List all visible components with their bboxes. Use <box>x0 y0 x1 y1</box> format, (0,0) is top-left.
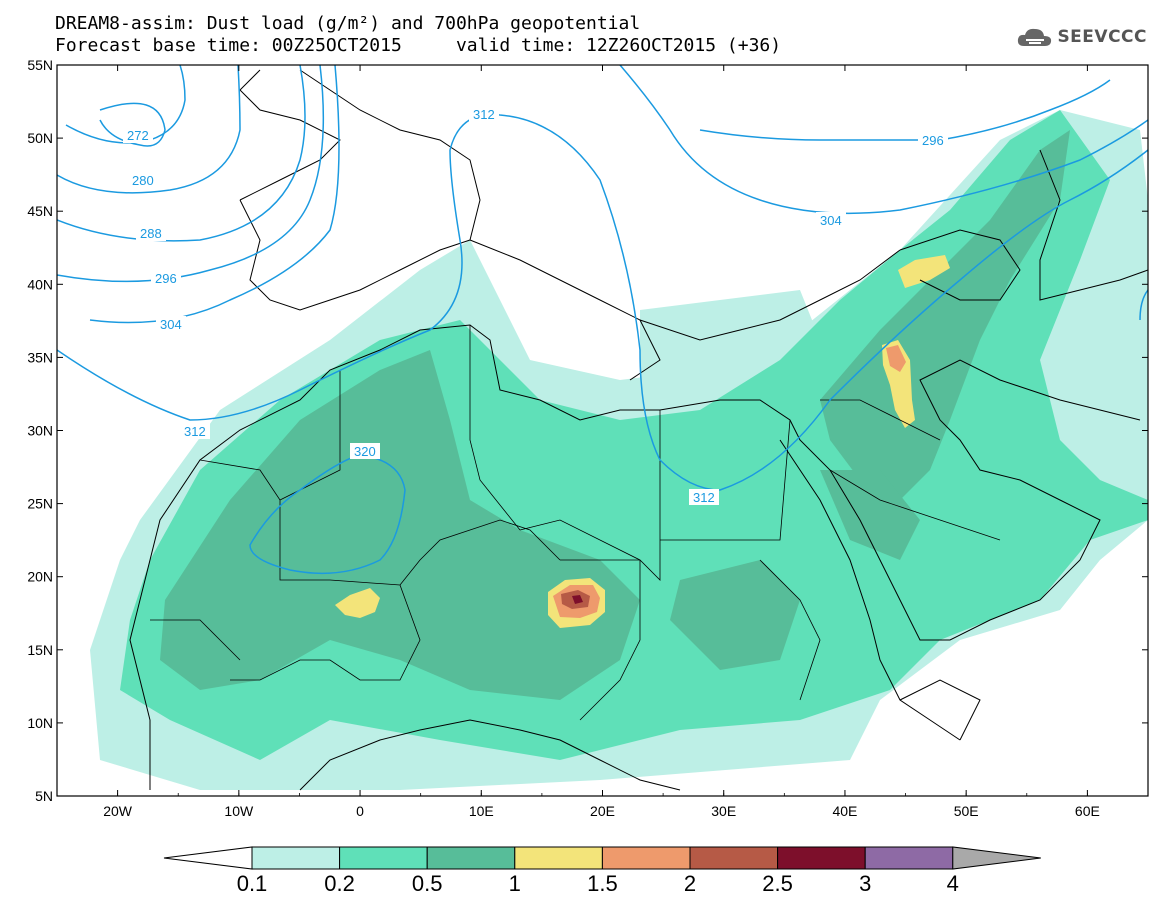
country-borders <box>150 325 1001 721</box>
lon-tick-label: 50E <box>954 803 979 819</box>
colorbar-label: 1 <box>509 871 521 896</box>
contour-label: 280 <box>132 173 154 188</box>
seevccc-logo: SEEVCCC <box>1017 26 1147 48</box>
lon-tick-label: 40E <box>832 803 857 819</box>
lat-tick-label: 5N <box>35 788 53 804</box>
colorbar-segment <box>426 846 516 870</box>
longitude-axis: 20W 10W 0 10E 20E 30E 40E 50E 60E <box>56 65 1149 819</box>
contour-label: 288 <box>140 226 162 241</box>
contour-label: 272 <box>127 128 149 143</box>
dust-level-0.1 <box>90 110 1148 790</box>
contour-label: 304 <box>160 317 182 332</box>
contour-labels: 272 280 288 296 304 312 320 312 312 304 … <box>123 106 948 505</box>
lat-tick-label: 25N <box>27 496 53 512</box>
colorbar-upper-arrow <box>952 846 1041 870</box>
contour-label: 312 <box>473 107 495 122</box>
contour-label: 304 <box>820 213 842 228</box>
colorbar-segment <box>689 846 779 870</box>
lat-tick-label: 45N <box>27 203 53 219</box>
dust-load-field: 272 280 288 296 304 312 320 312 312 304 … <box>57 65 1148 791</box>
lon-tick-label: 0 <box>356 803 364 819</box>
dust-level-2.5 <box>572 595 583 604</box>
contour-label: 296 <box>155 271 177 286</box>
colorbar-segment <box>601 846 691 870</box>
colorbar-segment <box>251 846 341 870</box>
colorbar-segment <box>339 846 428 870</box>
colorbar-lower-arrow <box>163 846 253 870</box>
dust-level-2 <box>561 590 590 609</box>
colorbar-segment <box>514 846 603 870</box>
logo-text: SEEVCCC <box>1057 27 1147 47</box>
coastlines <box>129 69 1148 791</box>
colorbar-segment <box>864 846 954 870</box>
colorbar-label: 2 <box>684 871 696 896</box>
lat-tick-label: 55N <box>27 57 53 73</box>
lon-tick-label: 10W <box>224 803 254 819</box>
lat-tick-label: 50N <box>27 130 53 146</box>
contour-label: 312 <box>693 490 715 505</box>
map-title: DREAM8-assim: Dust load (g/m²) and 700hP… <box>55 13 641 34</box>
lat-tick-label: 35N <box>27 349 53 365</box>
dust-level-1 <box>335 255 950 628</box>
contour-label: 296 <box>922 133 944 148</box>
cloud-icon <box>1018 28 1052 46</box>
dust-level-0.2 <box>120 110 1148 760</box>
colorbar-label: 2.5 <box>762 871 793 896</box>
lon-tick-label: 20E <box>590 803 615 819</box>
lat-tick-label: 40N <box>27 276 53 292</box>
dust-level-1.5 <box>553 345 906 618</box>
lat-tick-label: 10N <box>27 715 53 731</box>
colorbar-label: 1.5 <box>587 871 618 896</box>
geopotential-contours <box>57 65 1148 575</box>
colorbar: 0.1 0.2 0.5 1 1.5 2 2.5 3 4 <box>163 846 1041 896</box>
latitude-axis: 55N 50N 45N 40N 35N 30N 25N 20N 15N 10N 5N <box>27 57 1148 804</box>
dust-level-0.5 <box>160 130 1070 700</box>
map-frame <box>56 64 1149 797</box>
lon-tick-label: 30E <box>711 803 736 819</box>
lon-tick-label: 60E <box>1075 803 1100 819</box>
contour-label: 312 <box>184 424 206 439</box>
forecast-time-line: Forecast base time: 00Z25OCT2015 valid t… <box>55 35 782 56</box>
lon-tick-label: 20W <box>103 803 133 819</box>
lat-tick-label: 15N <box>27 642 53 658</box>
lat-tick-label: 30N <box>27 423 53 439</box>
contour-label: 320 <box>354 444 376 459</box>
colorbar-label: 4 <box>947 871 959 896</box>
colorbar-label: 3 <box>859 871 871 896</box>
colorbar-label: 0.5 <box>412 871 443 896</box>
lat-tick-label: 20N <box>27 569 53 585</box>
lon-tick-label: 10E <box>469 803 494 819</box>
colorbar-label: 0.2 <box>324 871 355 896</box>
colorbar-segment <box>777 846 866 870</box>
colorbar-label: 0.1 <box>237 871 268 896</box>
